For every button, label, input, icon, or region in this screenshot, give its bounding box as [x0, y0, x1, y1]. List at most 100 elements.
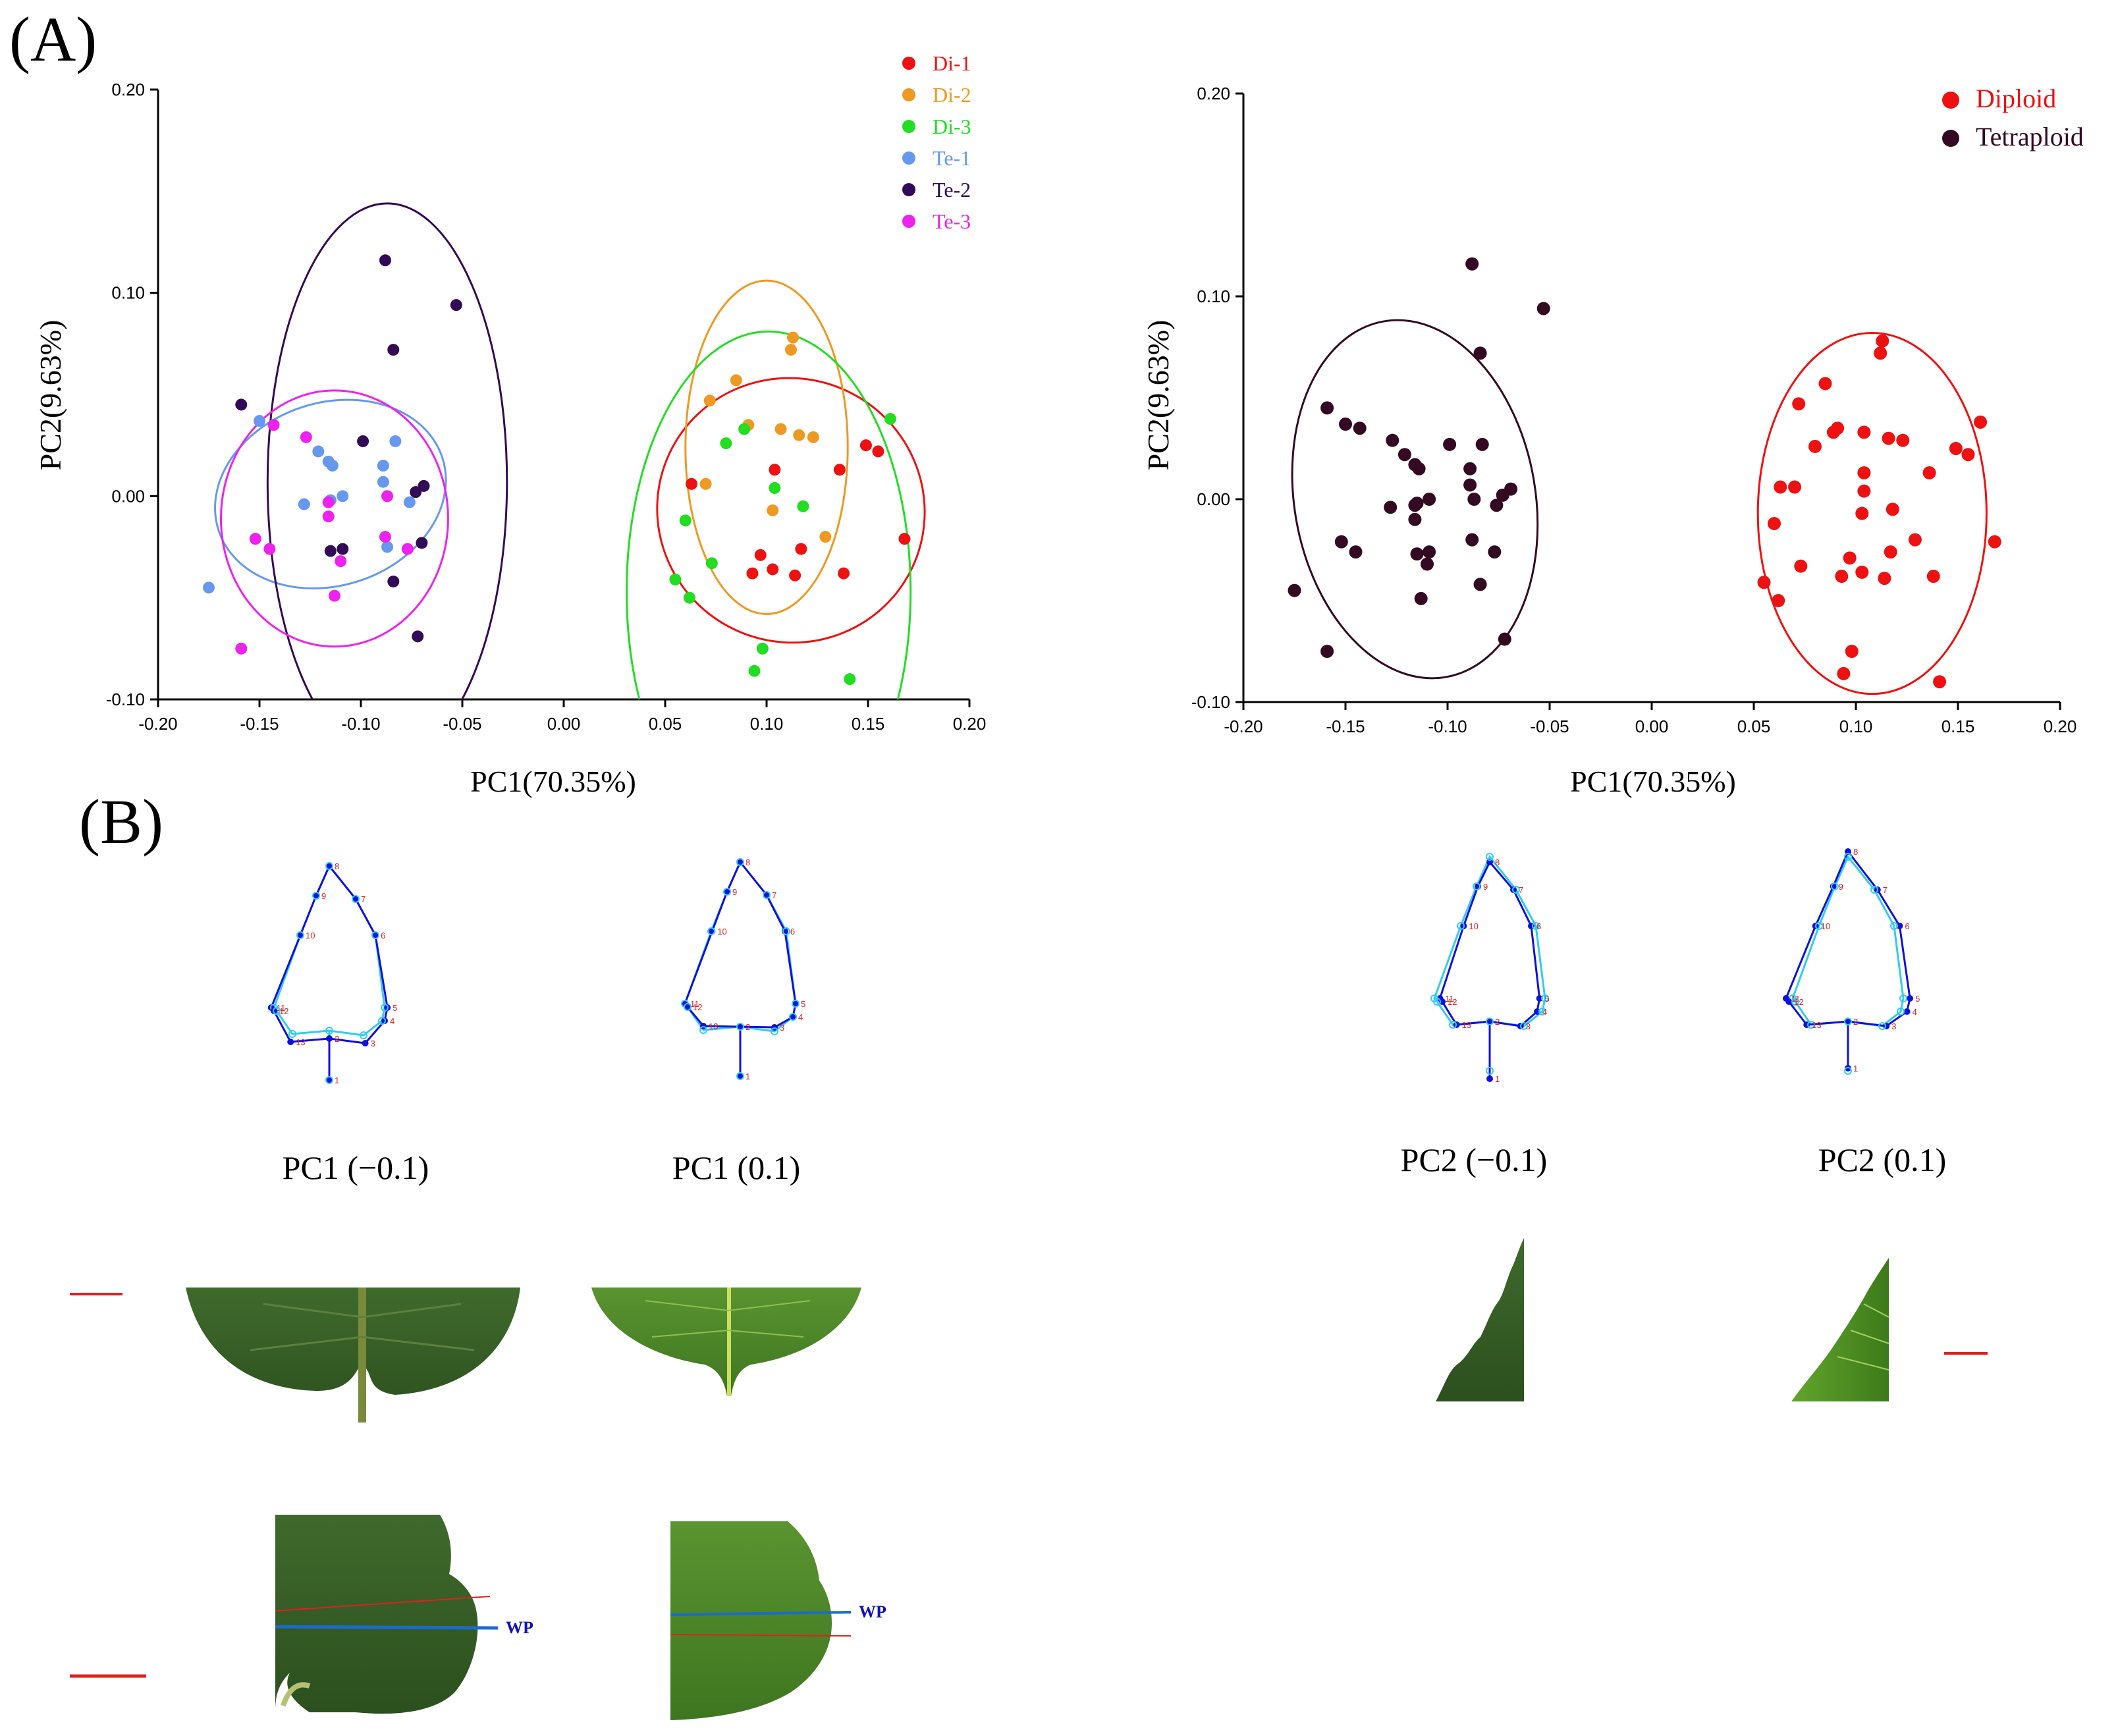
data-point-tetraploid: [1490, 499, 1504, 512]
data-point-tetraploid: [1443, 437, 1457, 451]
mean-landmark-point: [1541, 994, 1549, 1002]
landmark-number: 9: [1839, 882, 1843, 892]
data-point-diploid: [1857, 484, 1871, 498]
landmark-number: 8: [1853, 847, 1858, 857]
landmark-number: 2: [335, 1034, 339, 1044]
landmark-number: 1: [746, 1071, 750, 1081]
landmark-point: [1907, 995, 1914, 1002]
mean-landmark-point: [325, 1027, 333, 1035]
landmark-number: 3: [1526, 1021, 1531, 1031]
landmark-number: 1: [335, 1075, 339, 1085]
landmark-number: 3: [1891, 1021, 1896, 1031]
landmark-number: 11: [690, 999, 699, 1009]
x-tick-label: 0.15: [852, 714, 885, 734]
data-point-diploid: [1774, 480, 1787, 494]
y-tick-label: -0.10: [1191, 692, 1230, 712]
data-point-di-1: [746, 567, 759, 580]
mean-landmark-point: [1815, 922, 1823, 930]
reference-line-red: [670, 1634, 852, 1637]
deformed-shape-outline: [270, 864, 389, 1044]
mean-landmark-point: [736, 1072, 744, 1080]
data-point-te-3: [249, 533, 261, 545]
legend-marker: [902, 88, 915, 101]
data-point-diploid: [1857, 425, 1871, 439]
landmark-number: 13: [1812, 1020, 1821, 1030]
landmark-number: 6: [381, 931, 385, 940]
landmark-point: [313, 892, 319, 899]
legend-entry-diploid: Diploid: [1976, 84, 2056, 113]
x-tick-label: -0.15: [1326, 717, 1365, 736]
data-point-tetraploid: [1408, 512, 1422, 526]
landmark-point: [1534, 1008, 1540, 1015]
data-point-tetraploid: [1473, 346, 1487, 360]
data-point-di-2: [784, 344, 797, 356]
data-point-di-1: [767, 563, 779, 576]
data-point-diploid: [1886, 502, 1899, 516]
leaf-photo-margin-diploid: WP: [670, 1521, 886, 1720]
data-point-te-3: [267, 419, 280, 431]
landmark-point: [352, 896, 359, 902]
data-point-tetraploid: [1320, 401, 1334, 415]
mean-landmark-point: [1433, 998, 1441, 1006]
mean-landmark-point: [378, 1017, 386, 1025]
data-point-te-3: [263, 543, 276, 555]
leaf-photo-base-diploid: [591, 1288, 861, 1396]
data-point-tetraploid: [1320, 645, 1334, 658]
leaf-photo-tip-wide: [1791, 1258, 1889, 1401]
data-point-diploid: [1818, 377, 1832, 391]
landmark-number: 5: [1915, 994, 1920, 1004]
mean-landmark-point: [763, 891, 771, 899]
landmark-number: 7: [1519, 885, 1523, 895]
data-point-diploid: [1926, 570, 1940, 583]
data-point-te-3: [379, 531, 391, 543]
data-point-tetraploid: [1473, 578, 1487, 591]
x-tick-label: 0.00: [1635, 717, 1669, 736]
data-point-diploid: [1878, 572, 1891, 585]
data-point-di-1: [838, 567, 850, 580]
landmark-point: [737, 1073, 744, 1079]
landmark-number: 7: [772, 890, 776, 900]
data-point-te-3: [401, 543, 414, 555]
mean-landmark-point: [1473, 882, 1480, 890]
landmark-number: 11: [1445, 994, 1454, 1004]
confidence-ellipse-diploid: [1756, 331, 1988, 695]
landmark-point: [1845, 1018, 1851, 1025]
data-point-di-3: [748, 665, 761, 677]
wp-line: [275, 1625, 499, 1630]
landmark-number: 4: [798, 1012, 803, 1022]
data-point-te-2: [418, 479, 430, 492]
legend-entry-di-1: Di-1: [933, 51, 971, 75]
landmark-point: [724, 888, 730, 895]
x-tick-label: 0.15: [1942, 717, 1975, 736]
landmark-number: 5: [393, 1003, 397, 1013]
data-point-tetraploid: [1475, 437, 1489, 451]
x-tick-label: -0.05: [1530, 717, 1569, 736]
data-point-tetraploid: [1386, 433, 1399, 447]
landmark-number: 12: [693, 1002, 702, 1012]
landmark-number: 9: [732, 887, 737, 897]
data-point-diploid: [1933, 675, 1947, 689]
mean-landmark-point: [352, 895, 360, 903]
landmark-point: [1439, 998, 1446, 1005]
legend-marker: [902, 151, 915, 165]
mean-landmark-point: [1870, 886, 1878, 894]
data-point-di-3: [738, 423, 751, 435]
caption-pc1-pos: PC1 (0.1): [672, 1149, 800, 1186]
legend-marker: [902, 57, 915, 70]
confidence-ellipse-te-2: [266, 202, 508, 699]
landmark-number: 11: [277, 1003, 286, 1013]
deformed-shape-outline: [1785, 850, 1911, 1027]
data-point-te-2: [387, 344, 400, 356]
mean-landmark-point: [1486, 1017, 1494, 1025]
mean-landmark-point: [782, 927, 790, 935]
mean-shape-outline: [1433, 855, 1546, 1027]
data-point-te-2: [379, 254, 391, 267]
mean-landmark-point: [723, 888, 731, 896]
mean-landmark-point: [1899, 994, 1907, 1002]
landmark-number: 10: [1821, 921, 1830, 931]
landmark-number: 5: [801, 999, 805, 1009]
data-point-diploid: [1908, 533, 1922, 547]
mean-landmark-point: [1807, 1021, 1815, 1029]
